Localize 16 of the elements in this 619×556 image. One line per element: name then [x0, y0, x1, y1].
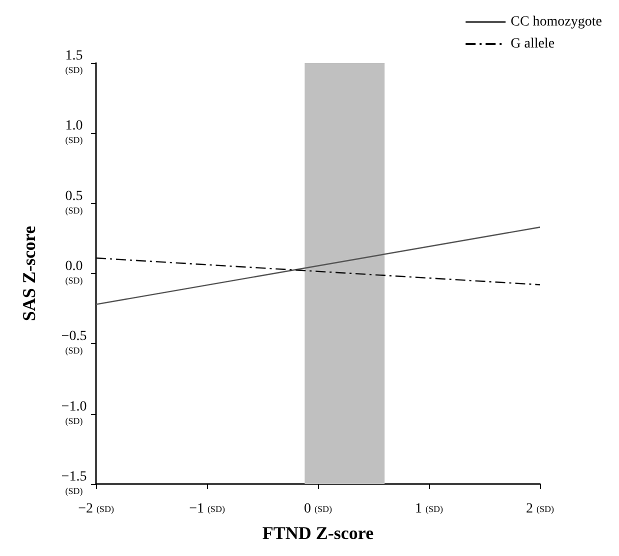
y-tick-label: −0.5 (SD) — [61, 329, 87, 356]
y-tick-label: −1.5 (SD) — [61, 470, 87, 496]
x-tick-label: −2 (SD) — [78, 502, 114, 516]
y-tick-label: 1.0 (SD) — [65, 118, 83, 146]
x-tick-label: 1 (SD) — [415, 502, 443, 516]
y-tick-label: 1.5 (SD) — [65, 48, 83, 75]
y-tick-label: −1.0 (SD) — [61, 399, 87, 426]
y-axis-title: SAS Z-score — [19, 226, 39, 322]
legend-label: CC homozygote — [510, 14, 602, 30]
legend-label: G allele — [510, 36, 555, 52]
x-axis-title: FTND Z-score — [262, 523, 374, 543]
x-tick-label: 2 (SD) — [526, 502, 554, 516]
y-tick-label: 0.0 (SD) — [65, 259, 83, 286]
y-tick-label: 0.5 (SD) — [65, 188, 83, 216]
x-tick-label: 0 (SD) — [304, 502, 332, 516]
x-tick-label: −1 (SD) — [189, 502, 225, 516]
